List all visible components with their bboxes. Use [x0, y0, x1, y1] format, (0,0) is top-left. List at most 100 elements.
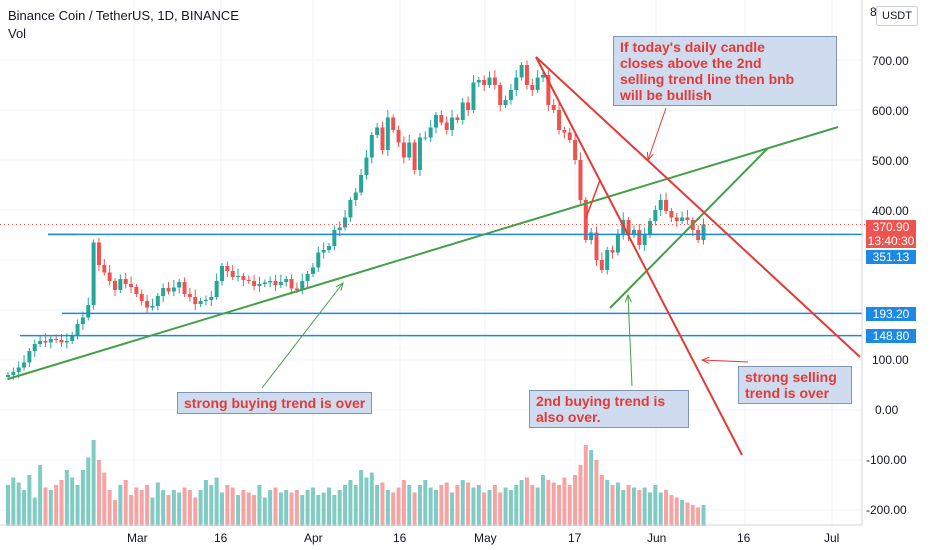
volume-bar	[696, 507, 701, 526]
volume-bar	[508, 490, 513, 526]
candle	[284, 276, 289, 287]
volume-bar	[599, 475, 604, 526]
volume-bar	[273, 487, 278, 526]
candle	[113, 278, 117, 296]
volume-bar	[107, 490, 112, 526]
volume-bar	[230, 487, 235, 526]
candle	[482, 75, 487, 91]
candle	[193, 289, 198, 310]
volume-bar	[64, 470, 69, 526]
volume-bar	[262, 497, 267, 526]
candle	[316, 246, 321, 272]
volume-bar	[391, 492, 396, 526]
candle	[423, 131, 428, 141]
candle	[615, 229, 620, 256]
candle	[680, 211, 685, 224]
volume-bar	[637, 490, 642, 526]
volume-bar	[573, 475, 578, 526]
volume-bar	[546, 480, 551, 526]
volume-bar	[364, 477, 369, 526]
volume-bar	[524, 477, 529, 526]
volume-bar	[48, 490, 53, 526]
volume-bar	[236, 495, 241, 526]
volume-bar	[129, 495, 134, 526]
volume-bar	[594, 460, 599, 526]
candle	[262, 279, 267, 287]
volume-bar	[214, 477, 219, 526]
volume-bar	[375, 485, 380, 526]
volume-bar	[396, 487, 401, 526]
volume-bar	[653, 485, 658, 526]
volume-bar	[182, 487, 187, 526]
volume-bar	[38, 465, 43, 526]
candle	[605, 247, 610, 275]
red-trendline-inner	[585, 179, 601, 219]
volume-bar	[444, 482, 449, 526]
candle	[48, 336, 53, 349]
support-tag-1: 351.13	[866, 250, 916, 264]
volume-bar	[6, 485, 10, 526]
volume-bar	[503, 487, 508, 526]
volume-bar	[514, 485, 519, 526]
candle	[487, 71, 492, 88]
volume-bar	[380, 482, 385, 526]
candle	[685, 210, 690, 225]
currency-button[interactable]: USDT	[876, 6, 918, 26]
candle	[407, 135, 412, 161]
volume-bars	[6, 440, 706, 526]
y-tick: 600.00	[872, 104, 909, 118]
volume-bar	[252, 495, 257, 526]
candle	[594, 226, 599, 266]
candle	[155, 293, 160, 311]
volume-bar	[642, 487, 647, 526]
volume-bar	[161, 490, 166, 526]
y-tick: -200.00	[866, 503, 907, 517]
candle	[70, 332, 75, 344]
candle	[123, 273, 128, 289]
candle	[278, 274, 283, 288]
candle	[80, 311, 85, 330]
volume-bar	[583, 445, 588, 526]
volume-bar	[401, 480, 406, 526]
volume-bar	[567, 485, 572, 526]
volume-bar	[541, 475, 545, 526]
volume-bar	[343, 485, 348, 526]
volume-bar	[680, 500, 685, 526]
candle	[562, 127, 567, 139]
volume-bar	[118, 485, 123, 526]
volume-bar	[610, 485, 615, 526]
volume-bar	[690, 505, 695, 526]
volume-bar	[423, 480, 428, 526]
candle	[455, 114, 460, 123]
callout-bullish-condition: If today's daily candle closes above the…	[613, 36, 837, 106]
volume-bar	[701, 505, 706, 526]
candle	[364, 150, 369, 180]
candle	[369, 132, 374, 164]
candle	[519, 62, 524, 81]
last-price-tag: 370.90	[866, 220, 916, 234]
candle	[439, 110, 444, 126]
volume-bar	[460, 480, 465, 526]
arrow-buying-trend	[261, 281, 344, 389]
candle	[241, 273, 246, 286]
candle	[150, 298, 155, 311]
volume-bar	[535, 487, 540, 526]
candle	[214, 273, 219, 300]
green-trendline-short	[609, 147, 769, 309]
callout-second-buying-trend: 2nd buying trend is also over.	[529, 390, 689, 428]
candle	[375, 123, 380, 138]
candle	[508, 84, 513, 105]
volume-bar	[278, 492, 283, 526]
volume-bar	[80, 470, 85, 526]
x-tick: Mar	[127, 531, 148, 545]
volume-bar	[476, 485, 481, 526]
x-tick: Jul	[824, 531, 840, 545]
volume-bar	[150, 497, 155, 526]
candle	[589, 228, 594, 245]
candles	[6, 60, 706, 380]
volume-bar	[32, 497, 37, 526]
candle	[530, 79, 535, 96]
candle	[75, 319, 80, 340]
candle	[401, 136, 406, 164]
